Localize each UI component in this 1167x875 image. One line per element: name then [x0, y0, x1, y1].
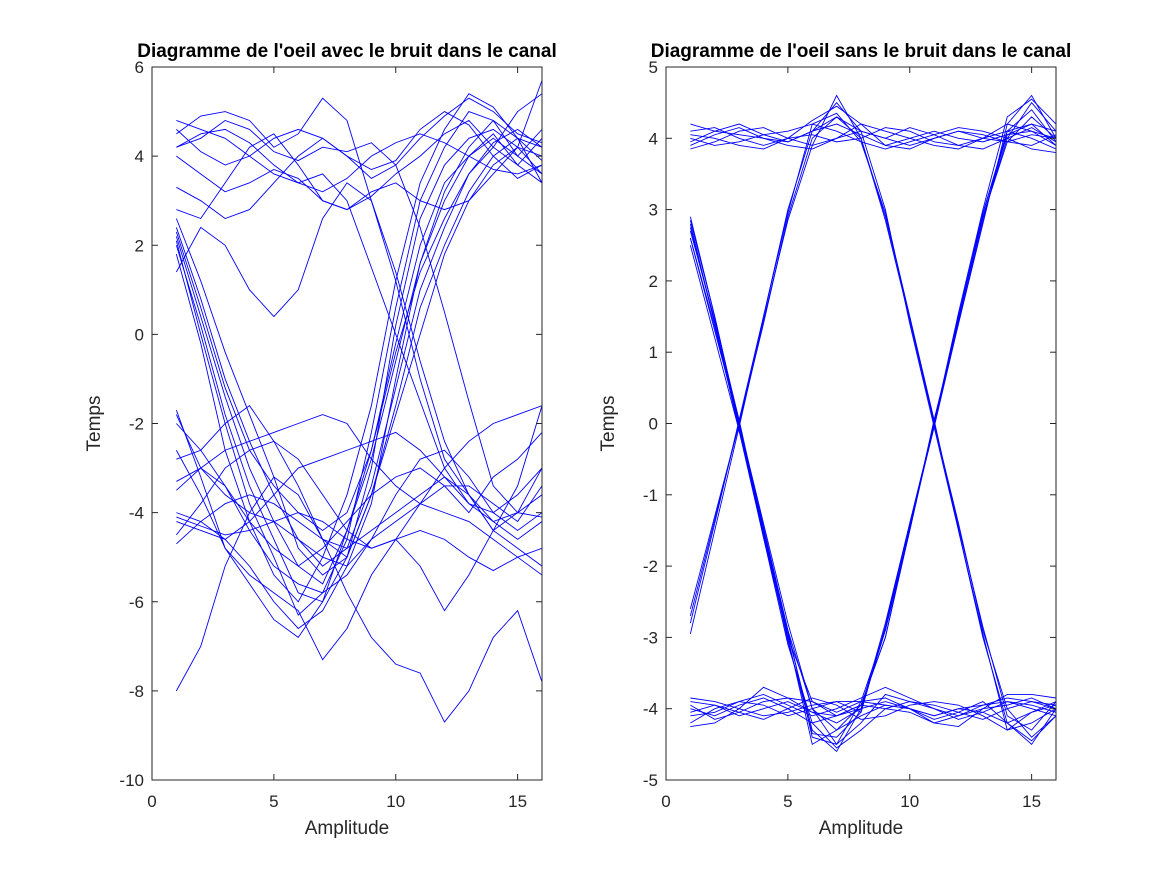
- y-tick-label: 6: [135, 58, 144, 77]
- series-line-28: [175, 93, 542, 639]
- series-line-20: [176, 512, 542, 572]
- series-line-13: [175, 111, 542, 616]
- series-line-29: [176, 405, 542, 549]
- series-line-21: [690, 116, 1056, 724]
- y-axis-label: Temps: [598, 396, 619, 452]
- x-tick-label: 10: [386, 792, 405, 811]
- x-axis-label: Amplitude: [819, 818, 904, 839]
- series-line-3: [176, 119, 542, 514]
- x-tick-label: 5: [269, 792, 278, 811]
- eye-diagram-with-noise-panel: 0 5 10 15 -10 -8 -6 -4 -2 0 2 4 6 Diagramme de l'oei…: [84, 41, 557, 839]
- series-line-27: [690, 697, 1056, 731]
- series-line-5: [176, 111, 542, 220]
- y-tick-label: 0: [649, 415, 658, 434]
- y-tick-label: -4: [643, 700, 658, 719]
- series-line-10: [175, 128, 542, 567]
- y-tick-label: 4: [649, 129, 658, 148]
- y-tick-label: -1: [643, 486, 658, 505]
- y-tick-label: 2: [135, 236, 144, 255]
- eye-diagram-without-noise-panel: 0 5 10 15 -5 -4 -3 -2 -1 0 1 2 3 4 5 Diagramme de l'oe…: [598, 41, 1071, 839]
- series-line-22: [690, 130, 1056, 724]
- y-tick-label: -2: [643, 557, 658, 576]
- x-tick-label: 15: [508, 792, 527, 811]
- series-line-6: [176, 80, 542, 220]
- series-line-27: [176, 423, 542, 567]
- x-tick-label: 15: [1022, 792, 1041, 811]
- y-tick-label: 5: [649, 58, 658, 77]
- x-tick-label: 0: [661, 792, 670, 811]
- x-axis-label: Amplitude: [305, 818, 390, 839]
- y-tick-label: -10: [119, 771, 144, 790]
- series-line-12: [175, 128, 542, 603]
- series-line-19: [689, 112, 1056, 731]
- ticks-layer: 0 5 10 15 -5 -4 -3 -2 -1 0 1 2 3 4 5: [643, 58, 1056, 811]
- y-tick-label: -5: [643, 771, 658, 790]
- series-line-11: [689, 245, 1056, 749]
- y-tick-label: -4: [129, 504, 144, 523]
- y-tick-label: -3: [643, 628, 658, 647]
- series-line-22: [176, 431, 542, 540]
- y-tick-label: -6: [129, 593, 144, 612]
- series-line-25: [175, 405, 542, 661]
- y-tick-label: 3: [649, 201, 658, 220]
- x-tick-label: 5: [783, 792, 792, 811]
- y-tick-label: 1: [649, 343, 658, 362]
- y-tick-label: 2: [649, 272, 658, 291]
- series-line-18: [689, 94, 1056, 731]
- series-line-19: [176, 414, 542, 576]
- series-line-7: [690, 116, 1056, 150]
- y-tick-label: -2: [129, 415, 144, 434]
- series-line-16: [175, 182, 542, 567]
- series-line-24: [175, 476, 542, 723]
- series-line-8: [176, 128, 542, 193]
- y-tick-label: -8: [129, 682, 144, 701]
- chart-title: Diagramme de l'oeil avec le bruit dans l…: [137, 41, 557, 62]
- series-line-18: [176, 137, 542, 558]
- x-tick-label: 0: [147, 792, 156, 811]
- chart-title: Diagramme de l'oeil sans le bruit dans l…: [651, 41, 1072, 62]
- series-line-5: [690, 123, 1056, 150]
- series-line-25: [690, 693, 1056, 727]
- series-layer: [689, 94, 1056, 753]
- series-line-15: [175, 133, 542, 532]
- ticks-layer: 0 5 10 15 -10 -8 -6 -4 -2 0 2 4 6: [119, 58, 542, 811]
- y-tick-label: 0: [135, 325, 144, 344]
- series-line-26: [690, 686, 1056, 742]
- y-tick-label: 4: [135, 147, 144, 166]
- y-axis-label: Temps: [84, 396, 105, 452]
- series-layer: [175, 80, 542, 723]
- series-line-2: [690, 123, 1056, 146]
- x-tick-label: 10: [900, 792, 919, 811]
- series-line-14: [175, 93, 542, 603]
